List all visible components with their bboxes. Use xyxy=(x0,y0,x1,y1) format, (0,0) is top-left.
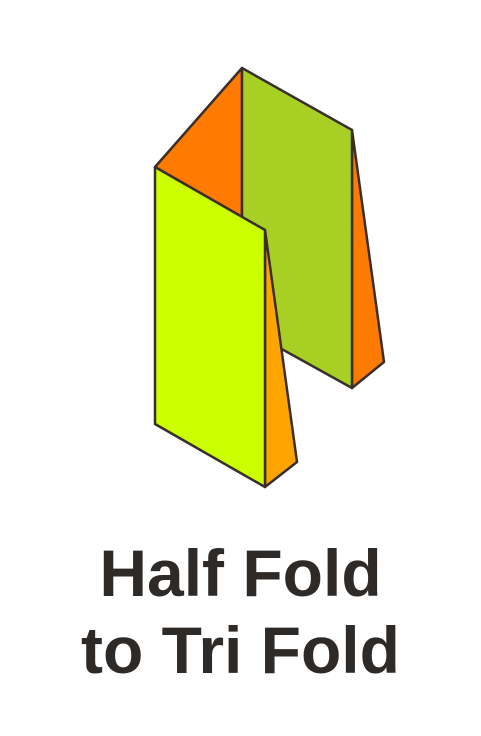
fold-illustration xyxy=(153,66,386,489)
right-flap-panel xyxy=(350,128,386,390)
caption-line-1: Half Fold xyxy=(99,536,382,610)
caption-line-2: to Tri Fold xyxy=(81,613,400,687)
front-panel xyxy=(153,165,267,489)
